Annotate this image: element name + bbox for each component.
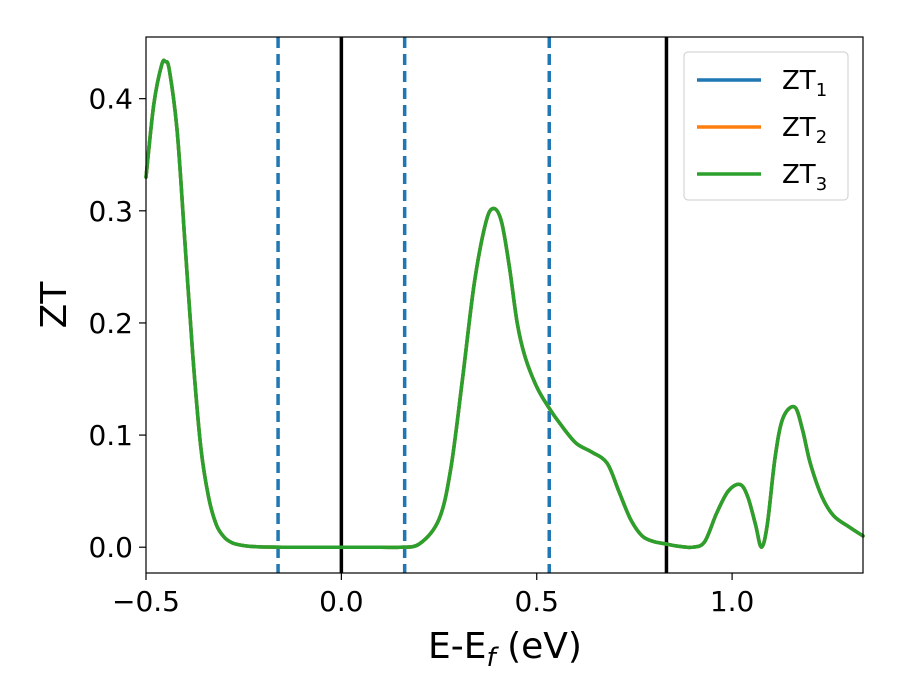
legend: ZT1 ZT2 ZT3 xyxy=(683,51,849,201)
x-tick-label: −0.5 xyxy=(112,585,180,618)
y-tick-label: 0.4 xyxy=(88,83,133,116)
legend-label-ZT3: ZT3 xyxy=(782,160,827,195)
x-tick-label: 0.5 xyxy=(514,585,559,618)
y-tick-label: 0.3 xyxy=(88,195,133,228)
legend-label-ZT2: ZT2 xyxy=(782,113,827,148)
x-tick-label: 0.0 xyxy=(319,585,364,618)
x-axis-title: E-Ef (eV) xyxy=(428,626,582,673)
legend-label-ZT1: ZT1 xyxy=(782,66,827,101)
legend-items: ZT1 ZT2 ZT3 xyxy=(697,66,827,195)
x-axis-ticks: −0.5 0.0 0.5 1.0 xyxy=(112,573,754,618)
series-line-ZT3 xyxy=(144,58,865,550)
series-lines xyxy=(144,58,865,550)
legend-box xyxy=(683,51,849,201)
plot-frame xyxy=(145,36,864,574)
x-tick-label: 1.0 xyxy=(710,585,755,618)
y-tick-label: 0.0 xyxy=(88,531,133,564)
y-axis-ticks: 0.0 0.1 0.2 0.3 0.4 xyxy=(88,83,146,564)
y-tick-label: 0.2 xyxy=(88,307,133,340)
y-tick-label: 0.1 xyxy=(88,419,133,452)
y-axis-title: ZT xyxy=(34,281,75,329)
reference-lines xyxy=(276,37,669,573)
